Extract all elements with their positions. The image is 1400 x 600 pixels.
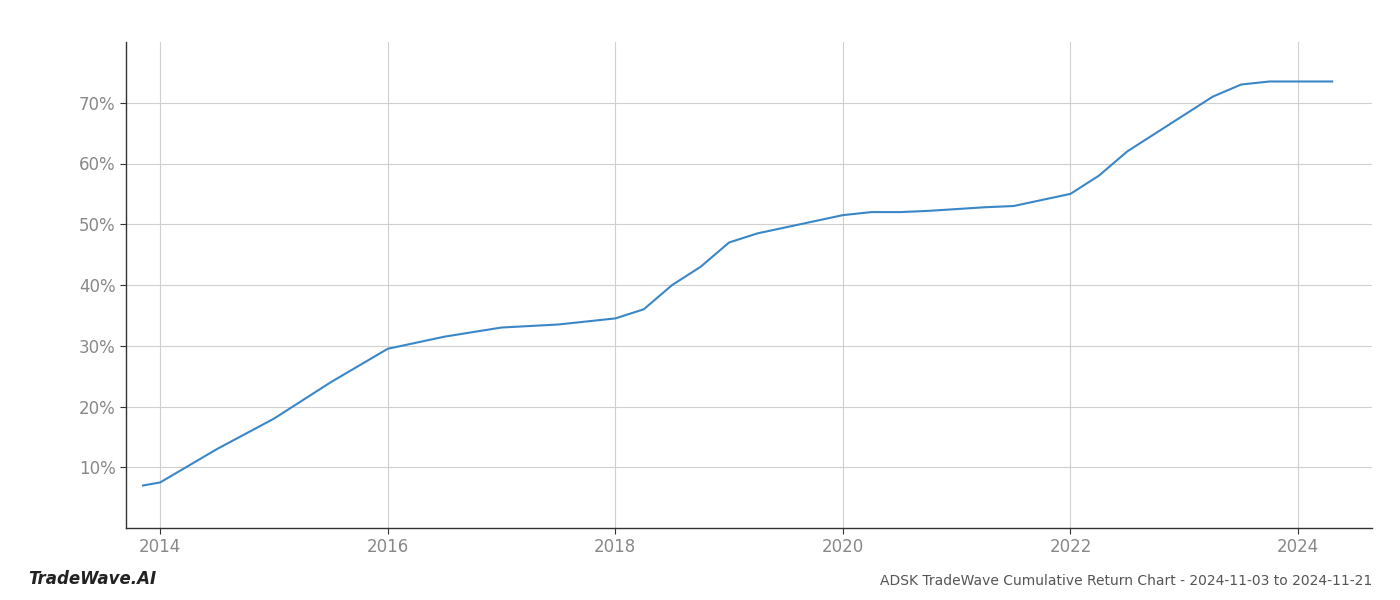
Text: ADSK TradeWave Cumulative Return Chart - 2024-11-03 to 2024-11-21: ADSK TradeWave Cumulative Return Chart -… xyxy=(879,574,1372,588)
Text: TradeWave.AI: TradeWave.AI xyxy=(28,570,157,588)
